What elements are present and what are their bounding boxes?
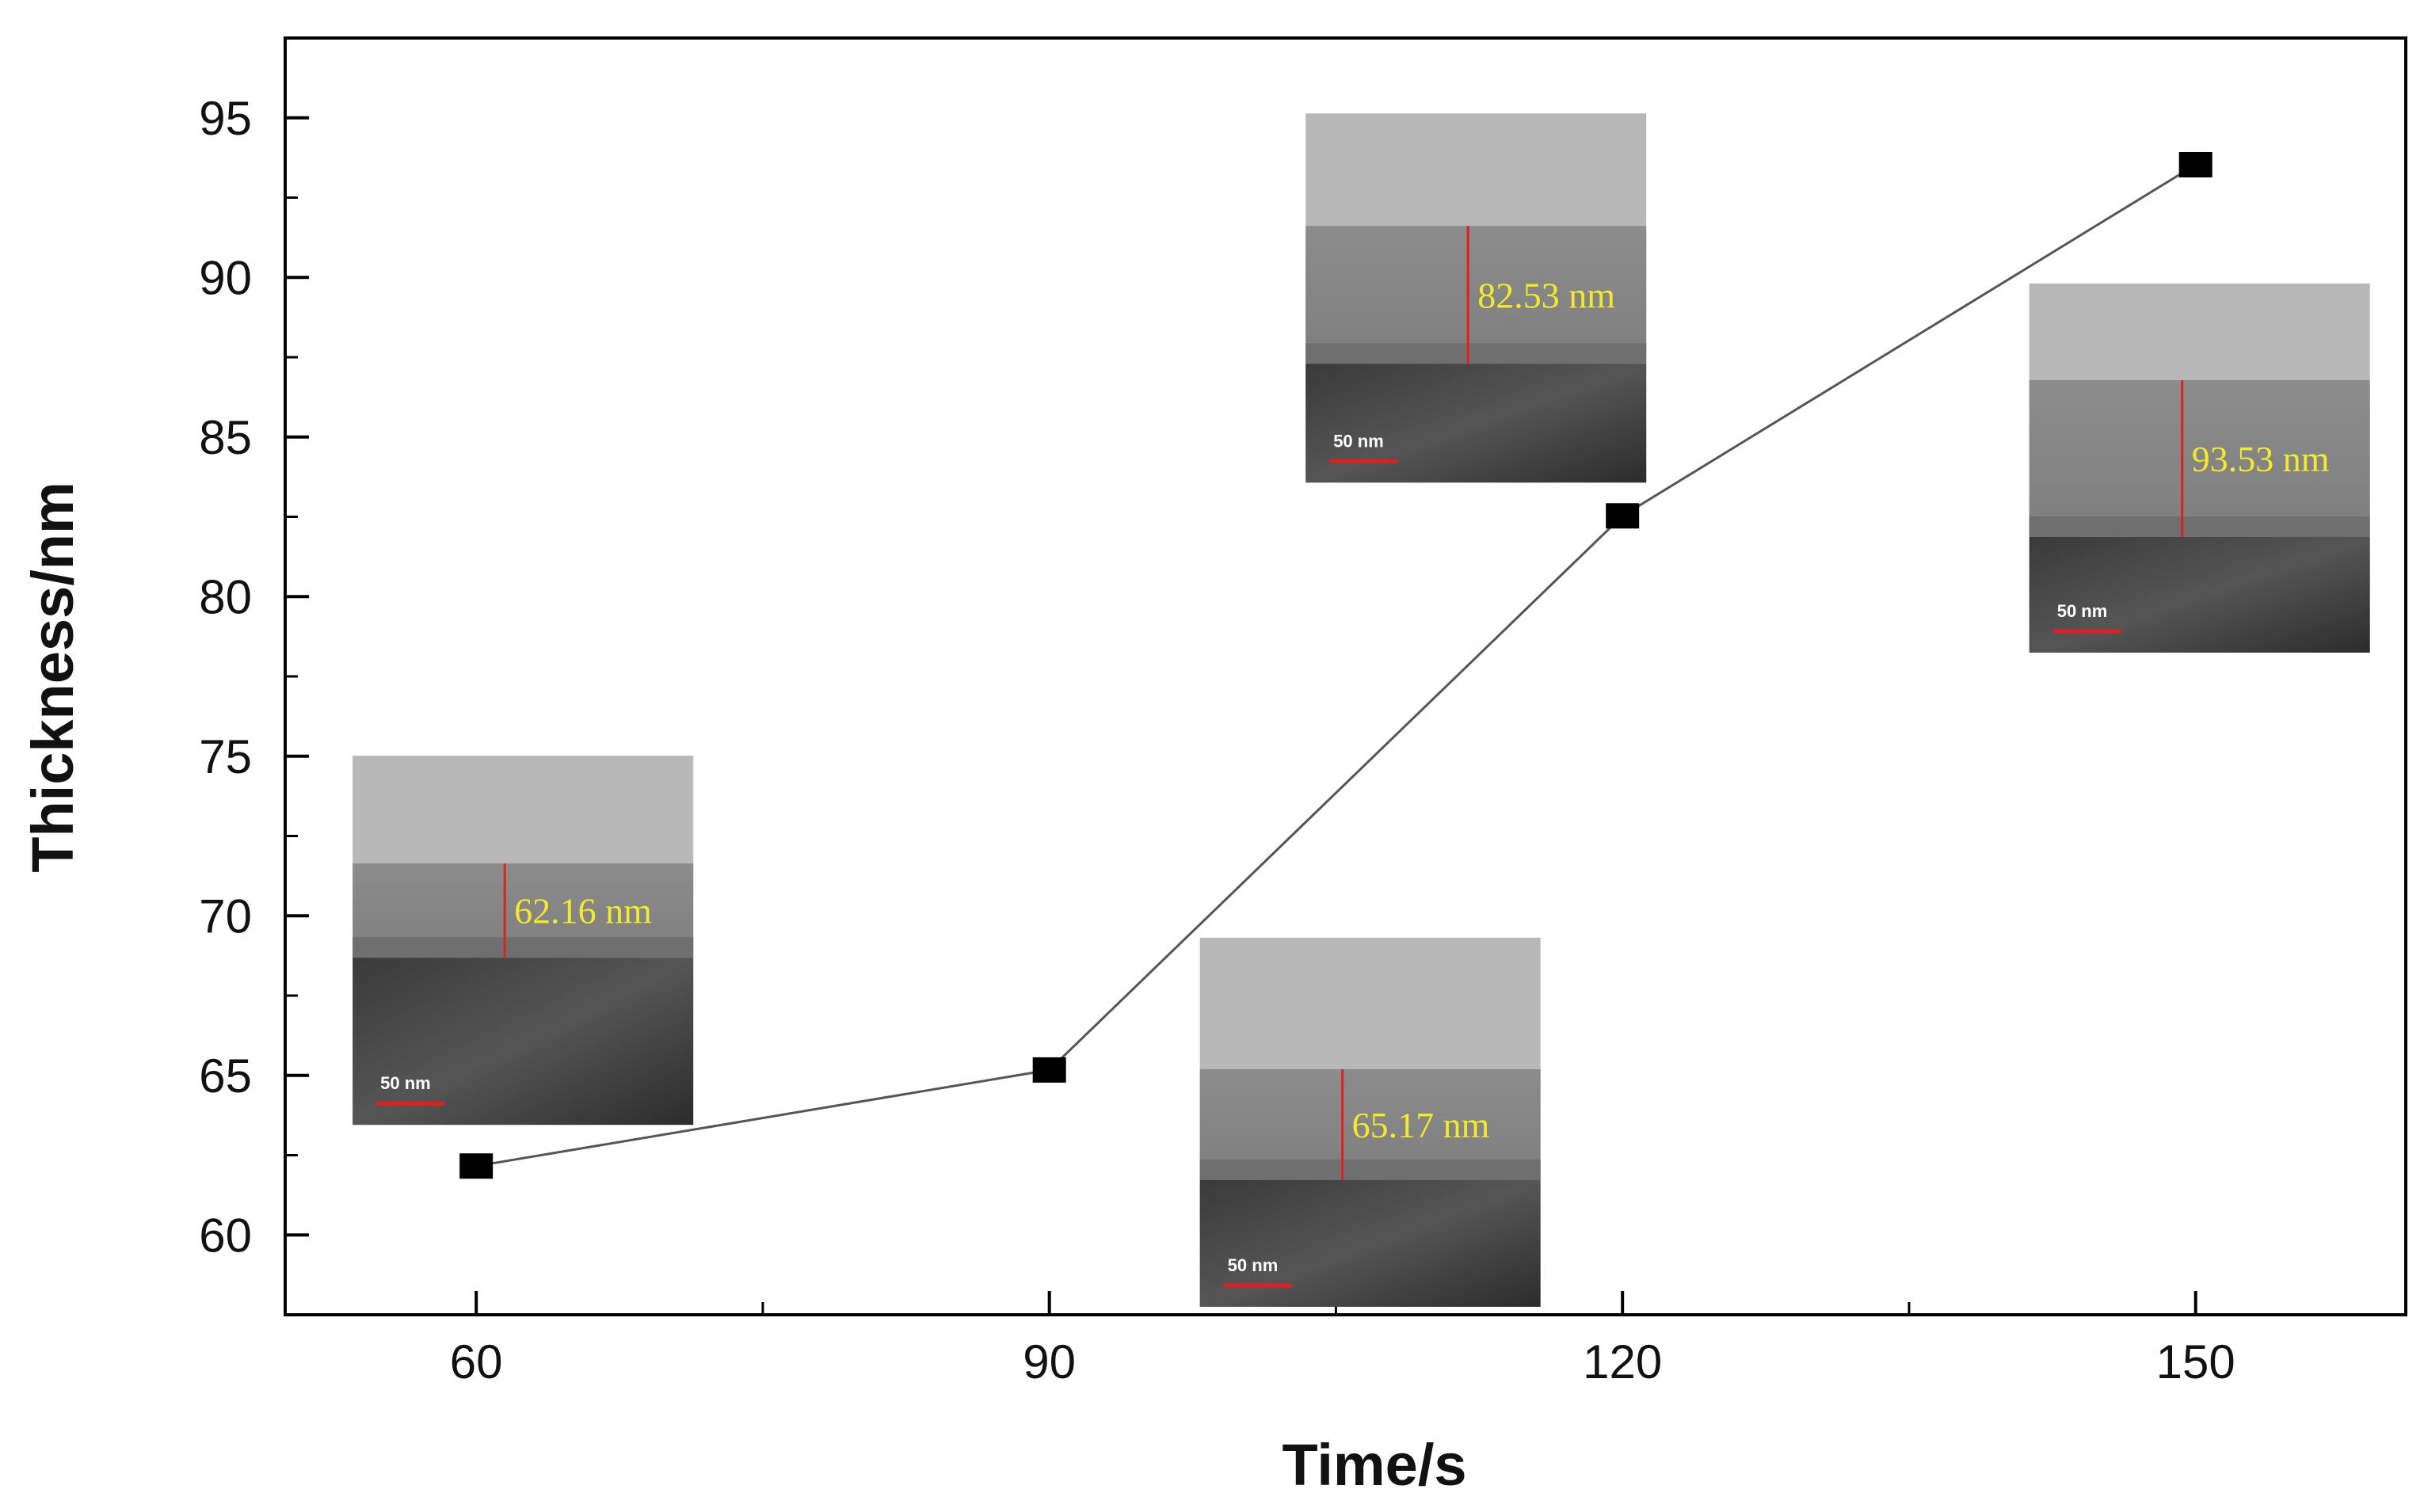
inset-substrate-layer [2029, 536, 2370, 653]
thickness-label: 82.53 nm [1477, 275, 1615, 315]
y-tick-label: 70 [199, 889, 252, 943]
data-point-marker [1032, 1057, 1066, 1083]
tem-inset: 93.53 nm 50 nm [2029, 283, 2370, 653]
tem-inset: 62.16 nm 50 nm [353, 756, 694, 1125]
thickness-label: 65.17 nm [1352, 1105, 1490, 1145]
x-tick-label: 60 [450, 1335, 503, 1388]
inset-substrate-layer [1199, 1179, 1541, 1307]
x-axis-ticks: 60 90 120 150 [450, 1291, 2235, 1388]
y-tick-label: 85 [199, 411, 252, 464]
y-tick-label: 75 [199, 730, 252, 783]
y-tick-label: 95 [199, 92, 252, 145]
series-layer [459, 151, 2212, 1179]
series-line [475, 163, 2197, 1167]
x-tick-label: 120 [1583, 1335, 1662, 1388]
scale-bar-label: 50 nm [1228, 1255, 1279, 1275]
x-axis-title: Time/s [1282, 1432, 1466, 1498]
x-tick-label: 150 [2156, 1335, 2235, 1388]
y-tick-label: 80 [199, 570, 252, 623]
scale-bar-label: 50 nm [1333, 431, 1384, 451]
inset-interface-layer [2029, 516, 2370, 537]
scale-bar-label: 50 nm [2057, 601, 2108, 621]
scale-bar-label: 50 nm [380, 1073, 431, 1093]
y-axis-ticks: 60 65 70 75 80 85 90 95 [199, 92, 309, 1262]
thickness-label: 62.16 nm [514, 891, 652, 931]
thickness-label: 93.53 nm [2192, 439, 2330, 479]
data-point-marker [459, 1153, 494, 1179]
data-point-marker [2178, 151, 2212, 177]
inset-film-layer [2029, 379, 2370, 537]
tem-inset: 82.53 nm 50 nm [1305, 113, 1647, 483]
inset-interface-layer [1305, 343, 1647, 364]
inset-substrate-layer [1305, 364, 1647, 483]
y-axis-title: Thickness/nm [20, 482, 86, 873]
y-tick-label: 90 [199, 251, 252, 304]
data-point-marker [1606, 503, 1640, 529]
inset-substrate-layer [353, 958, 694, 1125]
x-tick-label: 90 [1023, 1335, 1076, 1388]
inset-interface-layer [353, 937, 694, 958]
tem-inset: 65.17 nm 50 nm [1199, 937, 1541, 1307]
inset-film-layer [1305, 226, 1647, 364]
inset-interface-layer [1199, 1159, 1541, 1180]
y-tick-label: 60 [199, 1209, 252, 1262]
y-tick-label: 65 [199, 1049, 252, 1103]
